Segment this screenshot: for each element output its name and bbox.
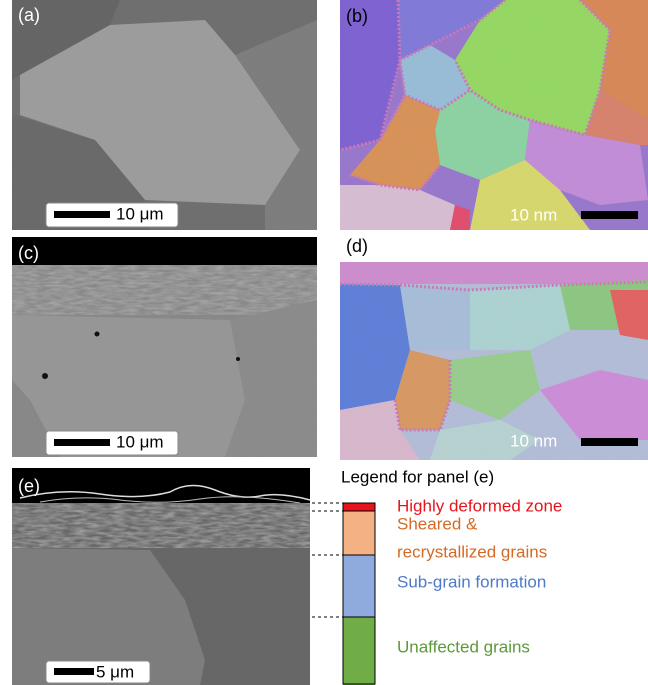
scale-bar-label: 10 μm [116, 432, 164, 451]
panel-d: (d) 10 nm [339, 236, 648, 460]
panel-b: (b) 10 nm [339, 0, 648, 230]
legend-label: Unaffected grains [397, 637, 530, 656]
legend-label: recrystallized grains [397, 542, 547, 561]
scale-bar-label: 10 nm [510, 431, 557, 450]
legend-label: Sub-grain formation [397, 572, 546, 591]
scale-bar-label: 10 nm [510, 205, 557, 224]
panel-label: (c) [18, 243, 39, 263]
scale-bar-box [45, 660, 151, 684]
panel-label: (b) [346, 6, 368, 26]
scale-bar [581, 438, 638, 446]
legend-swatch [343, 555, 375, 617]
legend-label: Sheared & [397, 514, 478, 533]
legend-swatch [343, 511, 375, 555]
scale-bar-label: 10 μm [116, 204, 164, 223]
legend-swatch [343, 617, 375, 685]
panel-e: (e) 5 μm [12, 468, 311, 685]
scale-bar [54, 439, 110, 446]
legend-swatch [343, 503, 375, 511]
legend: Legend for panel (e) Highly deformed zon… [312, 467, 562, 685]
scale-bar-box [45, 430, 179, 456]
scale-bar [581, 211, 638, 219]
panel-label: (e) [18, 476, 40, 496]
panel-label: (a) [18, 5, 40, 25]
scale-bar-label: 5 μm [96, 662, 134, 681]
scale-bar [54, 668, 94, 675]
panel-c: (c) 10 μm [12, 237, 317, 457]
scale-bar-box [45, 202, 179, 228]
legend-title: Legend for panel (e) [341, 467, 494, 486]
legend-label: Highly deformed zone [397, 496, 562, 515]
panel-a: (a) 10 μm [12, 0, 317, 230]
scale-bar [54, 211, 110, 218]
panel-label: (d) [346, 236, 368, 256]
